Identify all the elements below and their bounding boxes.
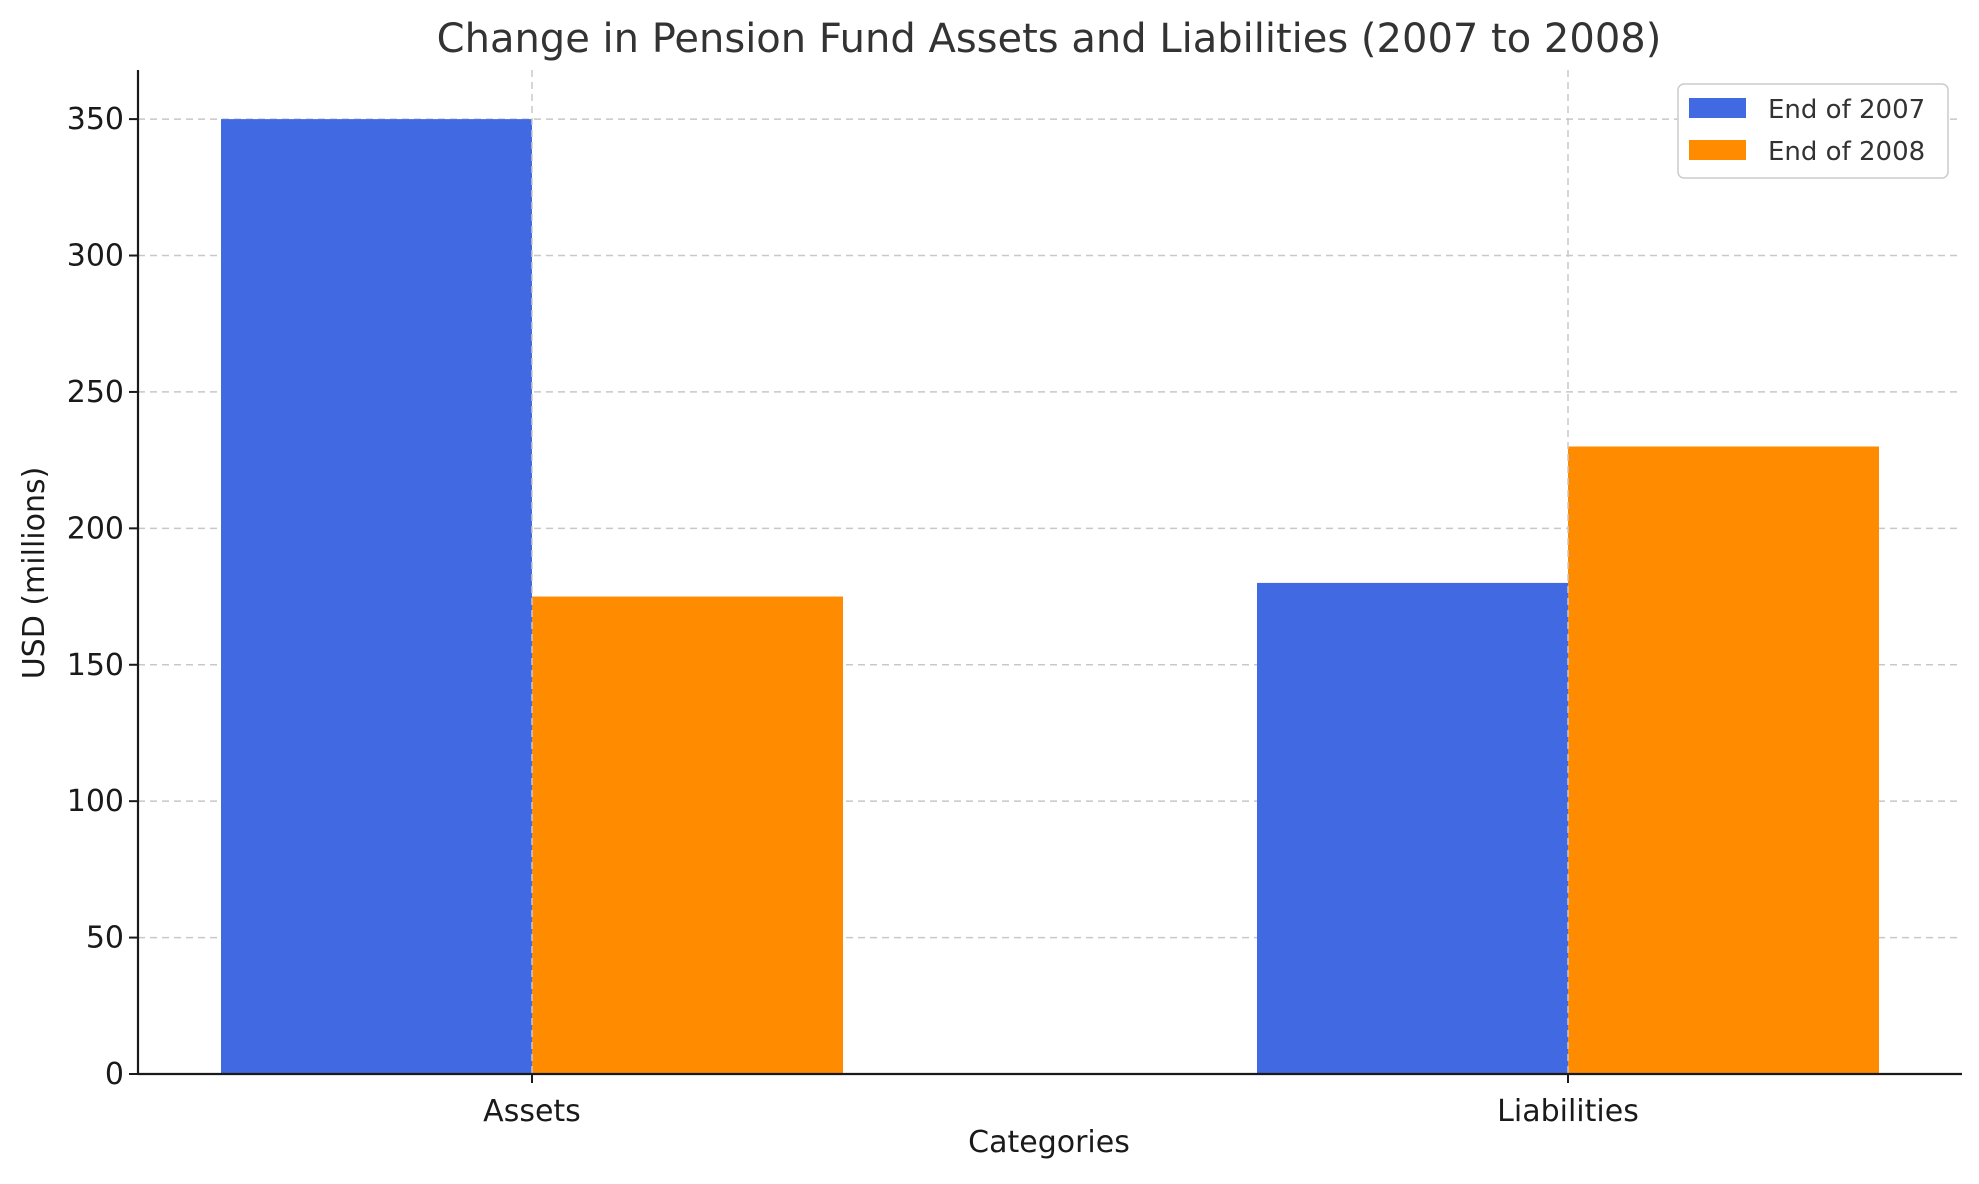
legend: End of 2007 End of 2008 (1677, 83, 1949, 179)
y-tick-label: 0 (105, 1057, 124, 1092)
legend-swatch-end-of-2007 (1689, 98, 1746, 118)
bars (221, 119, 1879, 1074)
y-axis-label: USD (millions) (17, 467, 52, 680)
x-tick-label: Assets (483, 1094, 581, 1129)
legend-label-end-of-2008: End of 2008 (1768, 137, 1925, 167)
bar (532, 596, 843, 1074)
y-tick-label: 100 (67, 784, 124, 819)
y-ticks: 0 50 100 150 200 250 300 350 (67, 102, 138, 1092)
legend-label-end-of-2007: End of 2007 (1768, 95, 1925, 125)
bar (1568, 446, 1879, 1074)
x-tick-label: Liabilities (1497, 1094, 1639, 1129)
axes (136, 70, 1962, 1076)
x-axis-label: Categories (968, 1125, 1130, 1160)
bar (221, 119, 532, 1074)
y-tick-label: 350 (67, 102, 124, 137)
y-tick-label: 250 (67, 375, 124, 410)
y-tick-label: 200 (67, 511, 124, 546)
y-tick-label: 300 (67, 239, 124, 274)
chart-title: Change in Pension Fund Assets and Liabil… (437, 16, 1662, 62)
y-tick-label: 150 (67, 648, 124, 683)
legend-swatch-end-of-2008 (1689, 140, 1746, 160)
x-ticks: Assets Liabilities (483, 1074, 1639, 1129)
y-tick-label: 50 (86, 921, 124, 956)
bar (1257, 582, 1568, 1074)
